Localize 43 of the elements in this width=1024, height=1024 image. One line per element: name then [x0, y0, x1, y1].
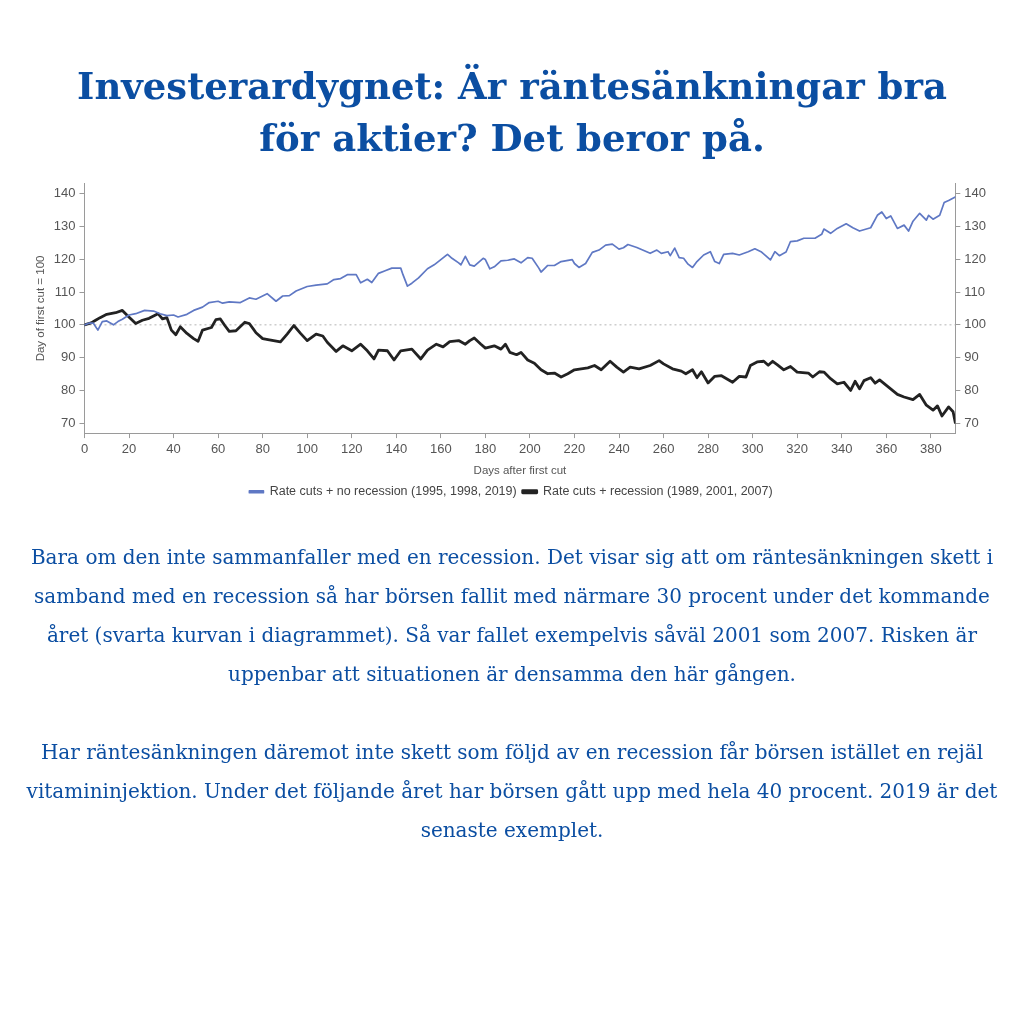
- x-tick-label: 140: [385, 441, 408, 457]
- y2-tick-label: 120: [964, 250, 987, 266]
- x-tick-label: 220: [563, 441, 586, 457]
- x-tick-label: 340: [830, 441, 853, 457]
- y-tick-label: 80: [61, 382, 76, 398]
- x-tick-label: 100: [296, 441, 319, 457]
- x-tick-label: 40: [166, 441, 181, 457]
- y2-tick-label: 140: [964, 185, 987, 201]
- x-axis-title: Days after first cut: [473, 463, 568, 476]
- x-tick-label: 280: [697, 441, 719, 457]
- x-tick-label: 80: [255, 441, 270, 457]
- y2-tick-label: 80: [964, 382, 979, 398]
- x-tick-label: 0: [80, 441, 89, 457]
- x-tick-label: 20: [121, 441, 137, 457]
- y2-tick-label: 110: [964, 283, 986, 299]
- legend-label: Rate cuts + no recession (1995, 1998, 2019): [269, 484, 517, 499]
- chart-title: Investerardygnet: Är räntesänkningar bra för aktier? Det beror på.: [76, 62, 948, 162]
- y-tick-label: 140: [53, 185, 76, 201]
- y-tick-label: 90: [61, 349, 76, 365]
- y2-tick-label: 70: [964, 414, 979, 430]
- y2-tick-label: 90: [964, 349, 979, 365]
- x-tick-label: 300: [741, 441, 764, 457]
- y2-tick-label: 130: [964, 218, 987, 234]
- x-tick-label: 320: [786, 441, 809, 457]
- y-tick-label: 70: [61, 414, 76, 430]
- y-tick-label: 130: [53, 218, 76, 234]
- y-tick-label: 120: [53, 250, 76, 266]
- text: Har räntesänkningen däremot inte skett som följd av en recession får börsen istället en rejäl vitamininjektion. Under det följande året har börsen gått upp med hela 40 procent. 2019 är det senaste exemplet.: [25, 739, 999, 844]
- text: Bara om den inte sammanfaller med en recession. Det visar sig att om räntesänkningen skett i samband med en recession så har börsen fallit med närmare 30 procent under det kommande året (svarta kurvan i diagrammet). Så var fallet exempelvis såväl 2001 som 2007. Risken är uppenbar att situationen är densamma den här gången.: [29, 544, 995, 688]
- x-tick-label: 260: [652, 441, 675, 457]
- x-tick-label: 60: [210, 441, 226, 457]
- x-tick-label: 120: [340, 441, 363, 457]
- x-tick-label: 380: [919, 441, 942, 457]
- x-tick-label: 360: [875, 441, 898, 457]
- x-tick-label: 200: [519, 441, 541, 457]
- y-tick-label: 100: [53, 316, 76, 332]
- x-tick-label: 180: [474, 441, 497, 457]
- x-tick-label: 240: [608, 441, 630, 457]
- y2-tick-label: 100: [964, 316, 987, 332]
- x-tick-label: 160: [429, 441, 452, 457]
- y-axis-title: Day of first cut = 100: [34, 255, 47, 362]
- y-tick-label: 110: [54, 283, 76, 299]
- legend-label: Rate cuts + recession (1989, 2001, 2007): [542, 484, 773, 499]
